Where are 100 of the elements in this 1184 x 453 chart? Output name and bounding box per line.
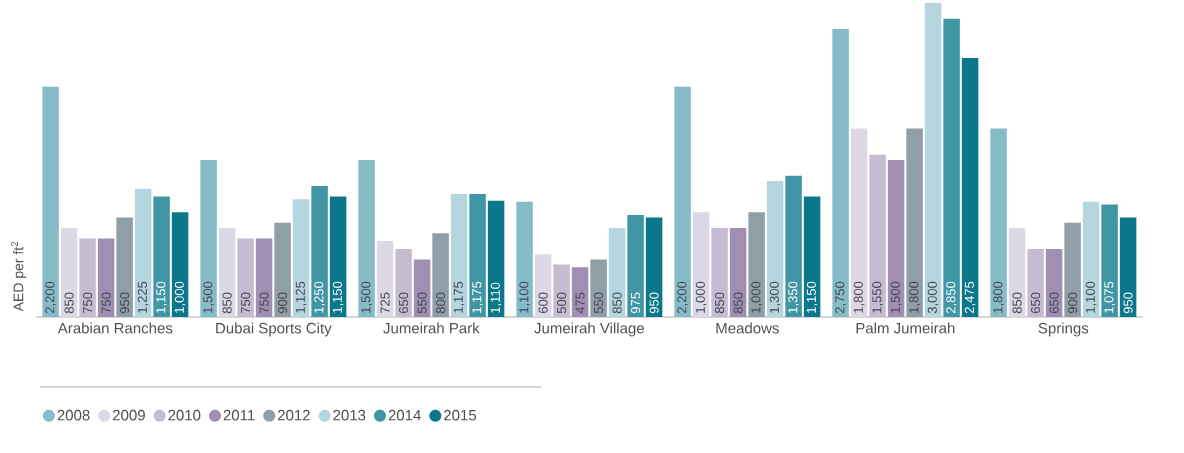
- bar: [887, 159, 905, 317]
- bar: [171, 212, 189, 317]
- data-label: 1,175: [453, 281, 465, 313]
- data-label: 2,200: [45, 281, 56, 314]
- bar: [134, 188, 152, 317]
- data-label: 3,000: [927, 281, 939, 314]
- x-tick-label: Palm Jumeirah: [856, 322, 955, 334]
- x-tick-label: Springs: [1038, 322, 1089, 337]
- data-label: 950: [119, 292, 130, 314]
- bar: [1045, 248, 1063, 317]
- legend-label: 2013: [333, 409, 366, 421]
- bar: [97, 238, 115, 317]
- data-label: 900: [1067, 292, 1078, 314]
- data-label: 750: [82, 292, 93, 314]
- data-label: 850: [222, 292, 232, 314]
- x-tick-label: Meadows: [716, 322, 779, 334]
- data-label: 900: [277, 292, 288, 314]
- bar: [1064, 222, 1081, 317]
- bar: [571, 267, 589, 317]
- legend-label: 2009: [112, 409, 145, 421]
- legend-label: 2012: [277, 409, 310, 421]
- bar: [292, 199, 310, 317]
- data-label: 2,475: [964, 281, 976, 314]
- data-label: 725: [380, 292, 390, 314]
- bar: [1101, 204, 1118, 317]
- bar: [803, 196, 821, 317]
- data-label: 800: [435, 292, 446, 314]
- bar: [358, 159, 375, 317]
- bar: [255, 238, 273, 317]
- data-label: 850: [714, 292, 725, 314]
- bar: [376, 241, 394, 317]
- bar: [534, 254, 552, 317]
- data-label: 1,100: [1085, 281, 1097, 313]
- data-label: 850: [612, 292, 622, 314]
- data-label: 1,000: [174, 281, 186, 313]
- bar: [1119, 217, 1137, 317]
- bar: [311, 186, 328, 317]
- data-label: 1,075: [1104, 281, 1115, 313]
- bar: [153, 196, 170, 317]
- bar: [924, 2, 942, 317]
- bar: [692, 212, 710, 317]
- data-label: 475: [575, 292, 585, 314]
- data-label: 1,500: [890, 281, 902, 313]
- data-label: 750: [240, 292, 251, 314]
- data-label: 2,200: [677, 281, 688, 314]
- bar: [60, 227, 78, 317]
- bar: [645, 217, 663, 317]
- bar: [748, 212, 765, 317]
- bar: [590, 259, 607, 317]
- bar: [329, 196, 347, 317]
- bar: [1082, 201, 1100, 317]
- data-label: 1,150: [332, 281, 344, 313]
- data-label: 850: [64, 292, 74, 314]
- bar: [608, 227, 626, 317]
- legend-label: 2008: [57, 409, 90, 421]
- legend-label: 2014: [388, 409, 421, 421]
- data-label: 1,150: [806, 281, 818, 313]
- data-label: 1,300: [769, 281, 781, 313]
- data-label: 1,225: [137, 281, 149, 313]
- bar: [516, 201, 533, 317]
- data-label: 1,500: [361, 281, 372, 313]
- data-label: 550: [417, 292, 427, 314]
- bar: [42, 86, 59, 317]
- data-label: 850: [733, 292, 743, 314]
- bar: [990, 128, 1007, 317]
- data-label: 650: [1049, 292, 1059, 314]
- bar: [200, 159, 217, 317]
- data-label: 1,500: [203, 281, 214, 313]
- bar: [674, 86, 691, 317]
- bar: [432, 233, 449, 317]
- bar: [961, 57, 979, 317]
- bar: [450, 193, 468, 317]
- data-label: 850: [1012, 292, 1022, 314]
- bar: [1008, 227, 1026, 317]
- data-label: 600: [538, 292, 548, 314]
- bar: [274, 222, 291, 317]
- bar: [218, 227, 236, 317]
- data-label: 1,250: [314, 281, 325, 313]
- data-label: 1,000: [751, 281, 762, 313]
- data-label: 2,750: [835, 281, 846, 314]
- bar: [627, 214, 644, 317]
- bar: [729, 227, 747, 317]
- legend-label: 2015: [444, 409, 477, 421]
- bar: [906, 128, 923, 317]
- data-label: 1,100: [519, 281, 530, 313]
- data-label: 1,800: [909, 281, 920, 313]
- bar: [487, 200, 505, 317]
- data-label: 1,110: [490, 282, 502, 313]
- bar: [116, 217, 133, 317]
- x-tick-label: Dubai Sports City: [216, 322, 332, 337]
- data-label: 550: [593, 292, 604, 314]
- data-label: 1,175: [472, 281, 483, 313]
- data-label: 750: [259, 292, 269, 314]
- bar: [832, 29, 849, 317]
- data-label: 1,800: [853, 281, 865, 313]
- data-label: 750: [101, 292, 111, 314]
- legend-label: 2010: [168, 409, 201, 421]
- bar: [943, 18, 960, 317]
- y-axis-title: AED per ft$^{2}$: [11, 241, 27, 312]
- data-label: 1,350: [788, 281, 799, 313]
